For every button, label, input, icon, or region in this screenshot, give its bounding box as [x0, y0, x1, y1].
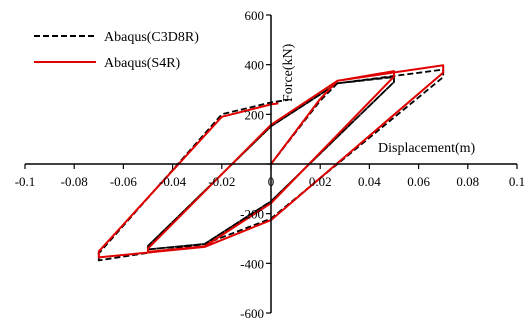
x-tick-label: -0.04 — [159, 174, 187, 189]
y-tick-label: -600 — [240, 306, 264, 320]
legend: Abaqus(C3D8R) Abaqus(S4R) — [34, 30, 199, 71]
y-axis-label: Force(kN) — [281, 43, 296, 102]
y-tick-label: -200 — [240, 207, 264, 222]
x-tick-label: -0.1 — [15, 174, 36, 189]
x-tick-label: 0.02 — [309, 174, 332, 189]
series-line-s4r — [97, 64, 445, 259]
x-tick-label: 0 — [268, 174, 275, 189]
x-tick-label: -0.08 — [61, 174, 88, 189]
x-tick-label: 0.1 — [509, 174, 525, 189]
x-tick-label: -0.06 — [110, 174, 138, 189]
plot-area — [97, 64, 445, 262]
x-axis-label: Displacement(m) — [378, 141, 476, 156]
x-tick-label: 0.08 — [456, 174, 479, 189]
legend-label-c3d8r: Abaqus(C3D8R) — [104, 30, 199, 45]
legend-label-s4r: Abaqus(S4R) — [104, 56, 181, 71]
y-tick-label: -400 — [240, 256, 264, 271]
x-tick-label: -0.02 — [208, 174, 235, 189]
y-tick-label: 200 — [245, 107, 265, 122]
y-tick-label: 400 — [245, 58, 265, 73]
y-tick-label: 600 — [245, 8, 265, 23]
x-tick-label: 0.06 — [407, 174, 430, 189]
ticks: -0.1 -0.08 -0.06 -0.04 -0.02 0 0.02 0.04 0.06 0.0… — [15, 8, 525, 320]
x-tick-label: 0.04 — [358, 174, 381, 189]
